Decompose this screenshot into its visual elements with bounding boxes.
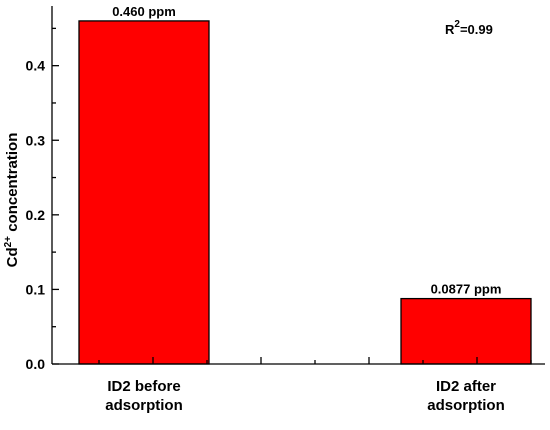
y-tick-label: 0.2: [26, 207, 46, 223]
annotation-superscript: 2: [454, 19, 460, 30]
category-label-2: ID2 after adsorption: [427, 378, 505, 414]
bar-2: [400, 297, 532, 365]
y-axis-label-suffix: concentration: [4, 133, 21, 236]
category-label-line: adsorption: [427, 397, 505, 414]
y-tick-label: 0.4: [26, 58, 46, 74]
y-tick-label: 0.3: [26, 132, 46, 148]
y-axis-label: Cd2+ concentration: [3, 133, 21, 268]
data-label-1: 0.460 ppm: [112, 4, 176, 19]
category-label-1: ID2 before adsorption: [105, 378, 183, 414]
annotation-rest: =0.99: [460, 22, 493, 37]
data-label-2: 0.0877 ppm: [431, 282, 502, 297]
y-axis-label-superscript: 2+: [3, 236, 14, 248]
category-label-line: adsorption: [105, 397, 183, 414]
category-label-line: ID2 before: [107, 378, 180, 395]
y-axis-label-prefix: Cd: [4, 247, 21, 267]
category-label-line: ID2 after: [436, 378, 496, 395]
bars-group: [78, 20, 532, 365]
labels-group: 0.460 ppm 0.0877 ppm 0.0 0.1 0.2 0.3 0.4 ID2 be…: [3, 4, 505, 414]
bar-1: [78, 20, 210, 365]
annotation-base: R: [445, 22, 455, 37]
y-tick-label: 0.1: [26, 281, 46, 297]
r-squared-annotation: R2=0.99: [445, 19, 493, 37]
axes-group: [51, 6, 545, 365]
y-tick-label: 0.0: [26, 356, 46, 372]
